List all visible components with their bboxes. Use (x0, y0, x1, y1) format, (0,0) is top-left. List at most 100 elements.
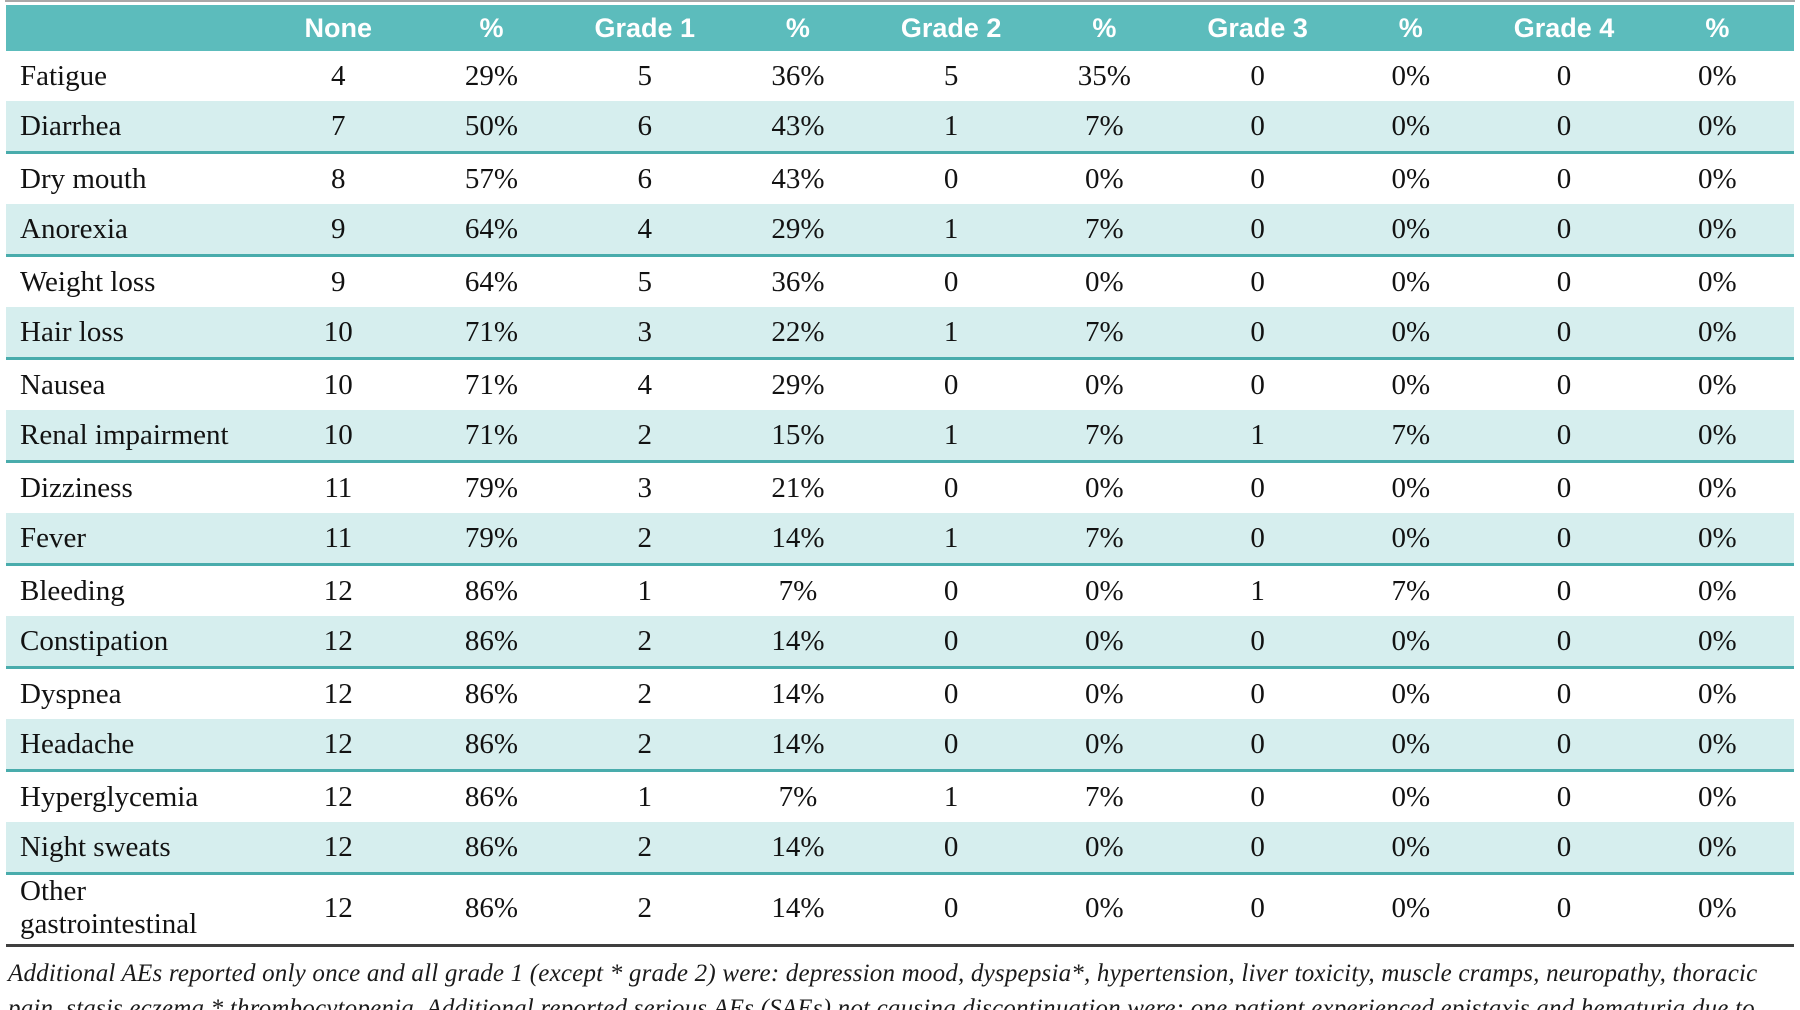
cell-value: 3 (568, 307, 722, 360)
cell-value: 0 (1250, 780, 1265, 813)
cell-value: 2 (568, 616, 722, 669)
cell-value: 6 (568, 101, 722, 154)
cell-value: 10 (261, 307, 415, 360)
cell-value: 5 (637, 59, 652, 92)
cell-value: 0% (1640, 204, 1794, 257)
cell-value: 0% (1640, 719, 1794, 772)
table-row: Constipation 12 86% 2 14% 0 0% 0 0% 0 0% (6, 616, 1794, 669)
cell-value: 0% (1391, 891, 1431, 924)
row-label: Hair loss (6, 307, 262, 360)
cell-value: 0 (943, 162, 959, 195)
row-label: Renal impairment (6, 410, 262, 463)
cell-value: 0% (1391, 265, 1431, 298)
cell-value: 0 (1250, 677, 1265, 710)
row-label: Hyperglycemia (20, 780, 199, 813)
cell-value: 7% (1391, 574, 1431, 607)
cell-value: 0% (1697, 368, 1737, 401)
cell-value: 0 (1487, 410, 1641, 463)
cell-value: 1 (943, 780, 959, 813)
cell-value: 8 (331, 162, 346, 195)
table-body: Fatigue 4 29% 5 36% 5 35% 0 0% 0 0% Diarrhea 7 50% 6 43… (6, 51, 1794, 941)
cell-value: 0 (1180, 307, 1335, 360)
cell-value: 22% (721, 307, 875, 360)
row-label: Night sweats (6, 822, 262, 875)
row-label: Dyspnea (20, 677, 122, 710)
cell-value: 0 (1556, 677, 1572, 710)
cell-value: 0% (1697, 677, 1737, 710)
column-header: None (261, 5, 415, 51)
cell-value: 0% (1697, 574, 1737, 607)
cell-value: 7% (1027, 101, 1181, 154)
adverse-events-table: None% Grade 1% Grade 2% Grade 3% Grade 4% Fa… (6, 5, 1794, 941)
cell-value: 0% (1640, 822, 1794, 875)
cell-value: 0% (1391, 471, 1431, 504)
cell-value: 0 (1487, 616, 1641, 669)
cell-value: 0% (1085, 891, 1124, 924)
cell-value: 21% (771, 471, 825, 504)
cell-value: 0% (1640, 307, 1794, 360)
cell-value: 0 (874, 822, 1028, 875)
cell-value: 2 (568, 513, 722, 566)
cell-value: 79% (414, 513, 569, 566)
cell-value: 0% (1085, 368, 1124, 401)
column-header: % (721, 5, 875, 51)
row-label: Weight loss (20, 265, 156, 298)
cell-value: 0% (1085, 471, 1124, 504)
row-label: Other gastrointestinal (20, 875, 198, 940)
cell-value: 0 (874, 719, 1028, 772)
cell-value: 29% (721, 204, 875, 257)
cell-value: 0% (1391, 59, 1431, 92)
cell-value: 1 (874, 204, 1028, 257)
footnote-text: Additional AEs reported only once and al… (8, 960, 1758, 1010)
column-header-empty (6, 5, 262, 51)
cell-value: 43% (721, 101, 875, 154)
cell-value: 2 (568, 822, 722, 875)
column-header: Grade 3 (1180, 5, 1335, 51)
cell-value: 0 (1250, 891, 1265, 924)
cell-value: 4 (331, 59, 346, 92)
column-header: % (414, 5, 569, 51)
cell-value: 12 (323, 574, 353, 607)
cell-value: 0 (1250, 59, 1265, 92)
cell-value: 0 (1556, 574, 1572, 607)
cell-value: 0% (1085, 265, 1124, 298)
cell-value: 0 (1556, 780, 1572, 813)
cell-value: 0% (1027, 719, 1181, 772)
row-label: Dry mouth (20, 162, 147, 195)
cell-value: 0% (1334, 101, 1488, 154)
cell-value: 7% (1027, 513, 1181, 566)
table-row: Dyspnea 12 86% 2 14% 0 0% 0 0% 0 0% (6, 668, 1794, 720)
cell-value: 0% (1697, 780, 1737, 813)
table-row: Renal impairment 10 71% 2 15% 1 7% 1 7% 0 0% (6, 410, 1794, 463)
top-divider (5, 0, 1795, 2)
cell-value: 0% (1640, 616, 1794, 669)
cell-value: 0 (943, 574, 959, 607)
cell-value: 10 (261, 410, 415, 463)
cell-value: 0% (1334, 513, 1488, 566)
row-label: Bleeding (20, 574, 125, 607)
row-label: Fatigue (20, 59, 107, 92)
cell-value: 9 (331, 265, 346, 298)
cell-value: 0% (1697, 891, 1737, 924)
cell-value: 14% (721, 616, 875, 669)
cell-value: 4 (568, 204, 722, 257)
table-row: Headache 12 86% 2 14% 0 0% 0 0% 0 0% (6, 719, 1794, 772)
cell-value: 0 (1556, 368, 1572, 401)
cell-value: 64% (464, 265, 519, 298)
cell-value: 14% (771, 891, 825, 924)
cell-value: 0% (1640, 513, 1794, 566)
cell-value: 12 (323, 891, 353, 924)
cell-value: 0 (1556, 471, 1572, 504)
cell-value: 7% (778, 780, 818, 813)
table-row: Dizziness 11 79% 3 21% 0 0% 0 0% 0 0% (6, 462, 1794, 514)
cell-value: 0 (943, 265, 959, 298)
cell-value: 4 (637, 368, 652, 401)
cell-value: 29% (464, 59, 519, 92)
row-label: Headache (6, 719, 262, 772)
cell-value: 14% (721, 513, 875, 566)
cell-value: 11 (261, 513, 415, 566)
cell-value: 0% (1334, 616, 1488, 669)
cell-value: 36% (771, 59, 825, 92)
cell-value: 0 (1250, 162, 1265, 195)
cell-value: 7% (1085, 780, 1124, 813)
